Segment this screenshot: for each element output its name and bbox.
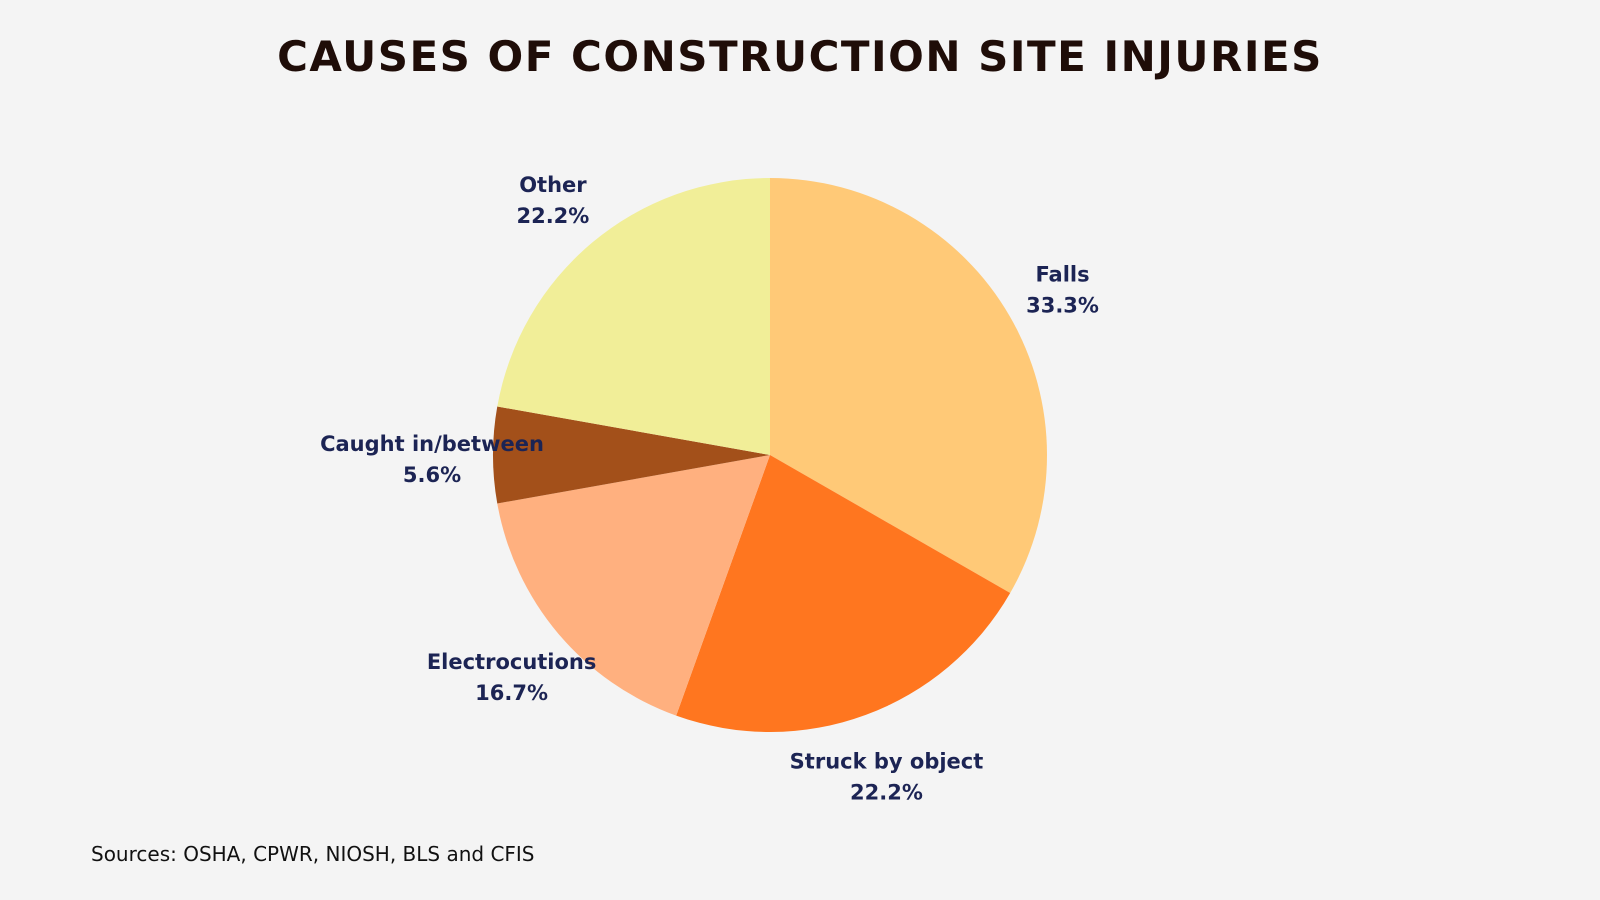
pie-slice-falls: [770, 178, 1047, 593]
slice-name: Electrocutions: [427, 650, 597, 674]
pie-slices: [492, 178, 1047, 732]
slice-name: Falls: [1035, 263, 1089, 287]
pie-slice-caught-in-between: [492, 406, 770, 504]
slice-percent: 22.2%: [850, 780, 923, 804]
pie-slice-electrocutions: [497, 455, 770, 716]
pie-labels: Falls 33.3% Struck by object 22.2% Electrocu…: [320, 173, 1099, 804]
slice-label-falls: Falls 33.3%: [1026, 263, 1099, 318]
slice-label-other: Other 22.2%: [516, 173, 589, 228]
sources-note: Sources: OSHA, CPWR, NIOSH, BLS and CFIS: [91, 842, 535, 866]
chart-title: CAUSES OF CONSTRUCTION SITE INJURIES: [277, 32, 1323, 81]
slice-name: Struck by object: [790, 749, 984, 773]
slice-label-struck-by-object: Struck by object 22.2%: [790, 749, 984, 804]
slice-percent: 5.6%: [403, 463, 461, 487]
slice-percent: 16.7%: [475, 681, 548, 705]
pie-slice-other: [497, 178, 770, 455]
pie-slice-struck-by-object: [676, 455, 1011, 732]
slice-percent: 33.3%: [1026, 294, 1099, 318]
slice-name: Caught in/between: [320, 432, 544, 456]
slice-label-electrocutions: Electrocutions 16.7%: [427, 650, 597, 705]
slice-label-caught-in-between: Caught in/between 5.6%: [320, 432, 544, 487]
slice-name: Other: [519, 173, 587, 197]
slice-percent: 22.2%: [516, 204, 589, 228]
